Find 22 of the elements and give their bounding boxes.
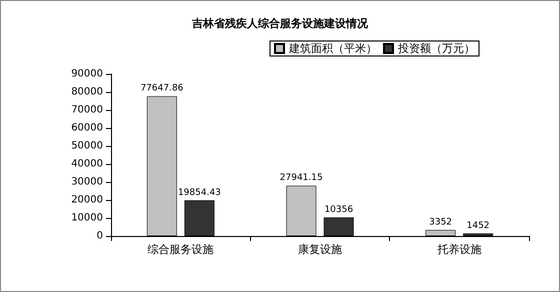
data-label: 19854.43 — [178, 188, 221, 198]
y-tick-label: 20000 — [71, 194, 103, 206]
legend-label: 投资额（万元） — [397, 42, 475, 55]
y-tick-label: 70000 — [71, 104, 103, 116]
data-label: 77647.86 — [140, 84, 184, 94]
y-tick-label: 50000 — [71, 140, 103, 152]
x-tick-label: 托养设施 — [436, 243, 482, 256]
data-label: 10356 — [324, 204, 354, 215]
y-tick-label: 60000 — [71, 122, 103, 134]
y-tick-label: 0 — [96, 230, 103, 242]
y-tick-label: 10000 — [71, 212, 103, 224]
legend-label: 建筑面积（平米） — [288, 42, 377, 55]
chart-title: 吉林省残疾人综合服务设施建设情况 — [191, 17, 369, 30]
data-label: 27941.15 — [280, 173, 323, 184]
y-tick-label: 30000 — [71, 176, 103, 188]
y-tick-label: 90000 — [71, 68, 103, 80]
data-label: 1452 — [466, 220, 490, 231]
x-tick-label: 康复设施 — [298, 243, 342, 256]
y-tick-label: 40000 — [71, 158, 103, 170]
x-tick-label: 综合服务设施 — [148, 243, 214, 256]
data-label: 3352 — [429, 217, 452, 228]
y-tick-label: 80000 — [71, 86, 103, 98]
